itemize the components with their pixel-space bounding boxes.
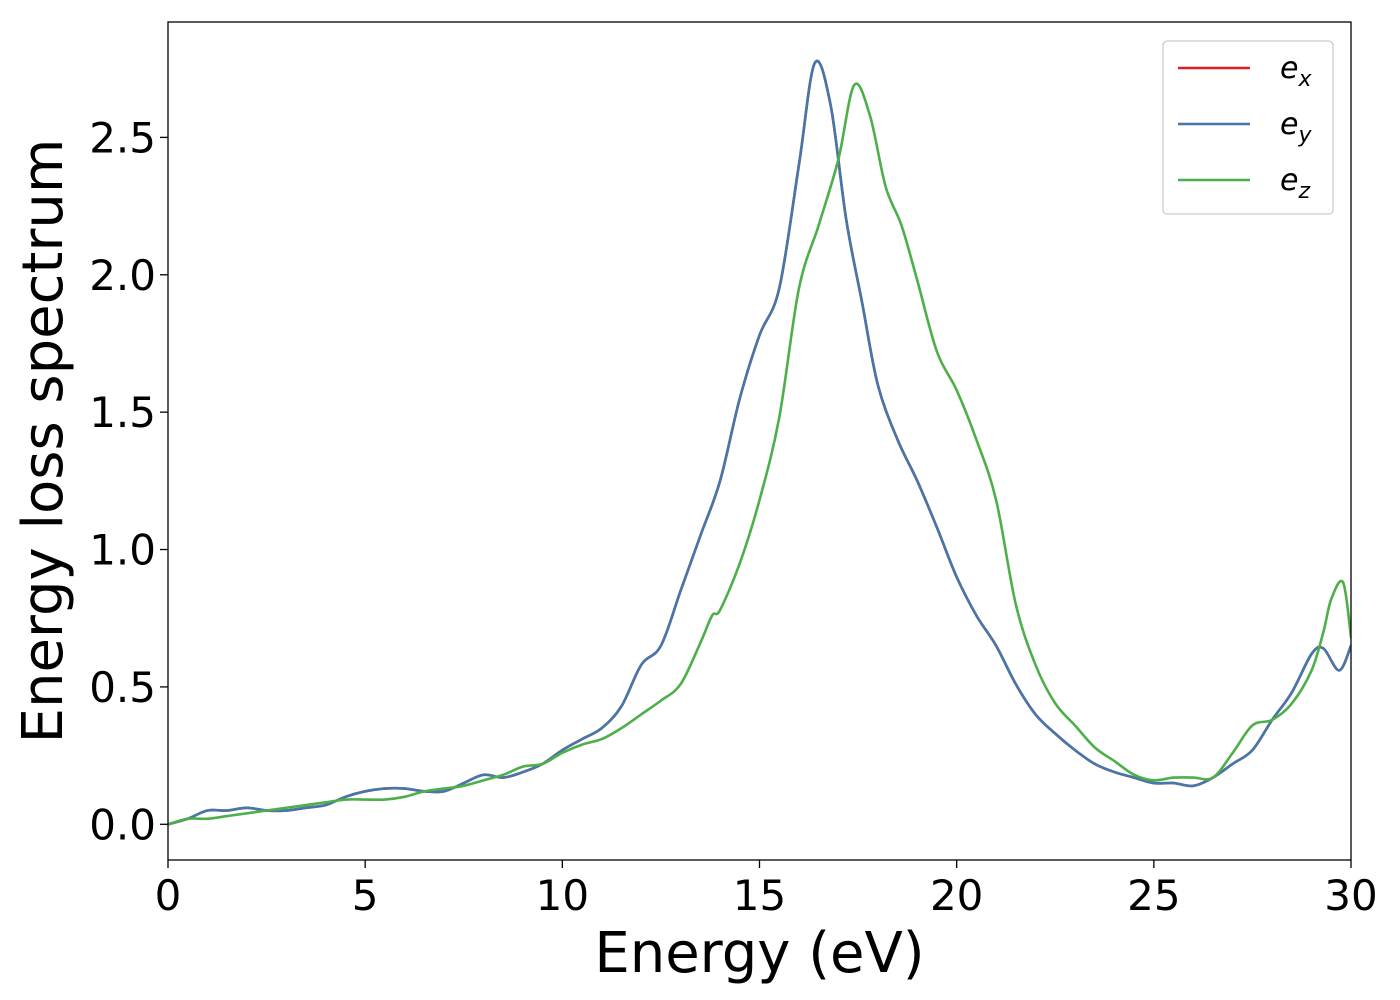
legend-label: ez [1280, 163, 1310, 204]
x-tick-label: 25 [1127, 871, 1180, 920]
y-tick-label: 2.0 [89, 251, 156, 300]
series-line-e-z [168, 82, 1351, 826]
y-axis: 0.0 0.5 1.0 1.5 2.0 2.5 [89, 113, 168, 849]
series-layer [168, 59, 1351, 826]
x-tick-label: 0 [155, 871, 182, 920]
x-axis-label: Energy (eV) [594, 921, 924, 986]
y-axis-label: Energy loss spectrum [11, 139, 76, 744]
legend: ex ey ez [1162, 40, 1334, 215]
x-tick-label: 10 [536, 871, 589, 920]
y-tick-label: 2.5 [89, 113, 156, 162]
x-tick-label: 15 [733, 871, 786, 920]
legend-box [1162, 40, 1334, 215]
legend-label: ey [1280, 107, 1312, 148]
x-tick-label: 5 [352, 871, 379, 920]
series-line-e-y [168, 59, 1351, 826]
y-tick-label: 0.0 [89, 800, 156, 849]
y-tick-label: 0.5 [89, 663, 156, 712]
y-tick-label: 1.0 [89, 526, 156, 575]
y-tick-label: 1.5 [89, 388, 156, 437]
x-tick-label: 30 [1324, 871, 1377, 920]
x-axis: 0 5 10 15 20 25 30 [155, 860, 1378, 920]
legend-label: ex [1280, 51, 1312, 92]
plot-area [168, 22, 1351, 860]
x-tick-label: 20 [930, 871, 983, 920]
